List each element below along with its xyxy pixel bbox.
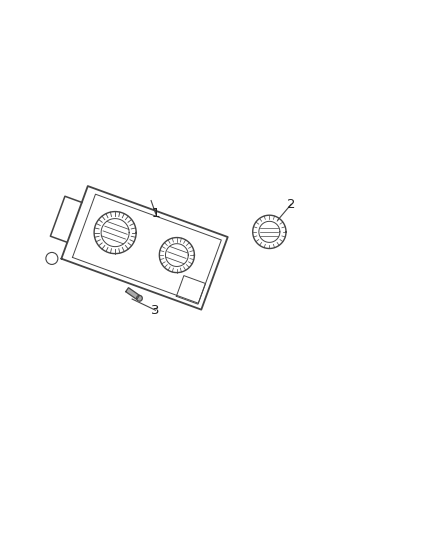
Text: 3: 3: [151, 304, 160, 317]
Text: 2: 2: [287, 198, 296, 211]
Text: 1: 1: [151, 207, 160, 220]
Polygon shape: [126, 288, 139, 300]
Circle shape: [137, 295, 142, 301]
Text: 1: 1: [151, 207, 160, 220]
